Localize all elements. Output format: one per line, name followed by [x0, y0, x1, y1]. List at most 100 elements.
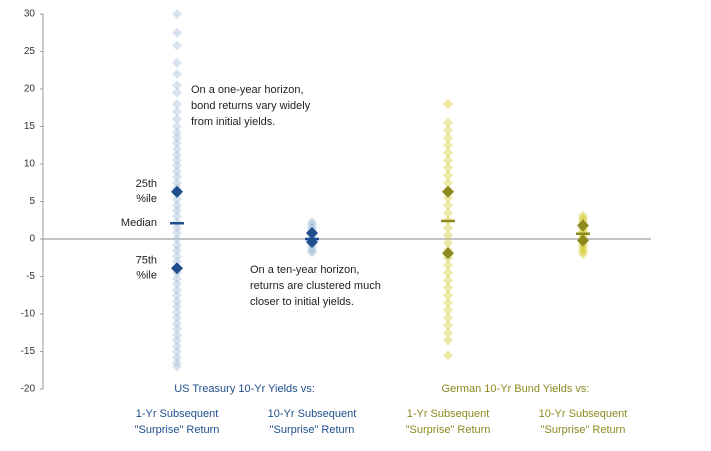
point	[443, 207, 453, 218]
point	[443, 177, 453, 188]
annotation: bond returns vary widely	[191, 100, 311, 112]
point	[172, 211, 182, 222]
point	[172, 171, 182, 182]
point	[172, 155, 182, 166]
percentile-marker	[171, 185, 183, 198]
point	[443, 237, 453, 248]
point	[443, 275, 453, 286]
group-label: German 10-Yr Bund Yields vs:	[442, 383, 590, 395]
percentile-marker	[306, 227, 318, 239]
point	[307, 247, 317, 258]
percentile-marker	[577, 234, 589, 247]
point	[172, 200, 182, 211]
point	[172, 106, 182, 117]
percentile-label: Median	[121, 217, 157, 229]
point	[578, 210, 588, 221]
y-tick-label: -10	[21, 309, 36, 320]
point	[172, 57, 182, 68]
point	[578, 249, 588, 259]
point	[172, 273, 182, 284]
point	[578, 213, 588, 223]
percentile-marker	[442, 185, 454, 198]
point	[443, 222, 453, 233]
point	[172, 160, 182, 171]
point	[443, 320, 453, 331]
category-label: 1-Yr Subsequent	[136, 408, 219, 420]
y-tick-label: 20	[24, 84, 36, 95]
point	[443, 230, 453, 241]
percentile-label: %ile	[136, 270, 157, 282]
point	[443, 132, 453, 143]
point	[172, 99, 182, 109]
point	[172, 40, 182, 51]
point	[307, 243, 317, 254]
point	[172, 69, 182, 79]
point	[307, 221, 317, 232]
y-tick-label: 5	[29, 196, 35, 207]
point	[172, 121, 182, 132]
category-label: 10-Yr Subsequent	[539, 408, 628, 420]
y-tick-label: -20	[21, 384, 36, 395]
annotation: On a ten-year horizon,	[250, 264, 359, 276]
y-tick-label: 0	[29, 234, 35, 245]
category-label: "Surprise" Return	[135, 424, 220, 436]
point	[172, 285, 182, 295]
point	[172, 324, 182, 334]
point	[172, 127, 182, 138]
y-tick-label: 25	[24, 46, 36, 57]
y-tick-label: 10	[24, 159, 36, 170]
point	[307, 246, 317, 256]
point	[172, 228, 182, 238]
point	[443, 260, 453, 271]
point	[443, 155, 453, 166]
point	[172, 114, 182, 124]
point	[172, 335, 182, 346]
point	[172, 132, 182, 143]
point	[443, 162, 453, 173]
point	[172, 251, 182, 262]
point	[443, 327, 453, 338]
category-label: 10-Yr Subsequent	[268, 408, 357, 420]
point	[578, 244, 588, 255]
point	[172, 330, 182, 340]
point	[172, 166, 182, 177]
point	[443, 305, 453, 316]
y-tick-label: -5	[26, 271, 35, 282]
point	[443, 282, 453, 293]
point	[172, 205, 182, 216]
point	[443, 117, 453, 128]
point	[307, 216, 317, 227]
point	[172, 357, 182, 368]
annotation: On a one-year horizon,	[191, 84, 304, 96]
point	[172, 279, 182, 289]
percentile-marker	[442, 247, 454, 260]
point	[172, 138, 182, 148]
category-label: "Surprise" Return	[270, 424, 355, 436]
point	[172, 150, 182, 160]
point	[172, 144, 182, 154]
point	[443, 140, 453, 151]
percentile-label: 75th	[136, 255, 157, 267]
point	[172, 80, 182, 91]
point	[172, 312, 182, 323]
percentile-marker	[171, 262, 183, 275]
point	[172, 290, 182, 301]
point	[443, 290, 453, 301]
point	[172, 234, 182, 244]
point	[172, 296, 182, 307]
annotation: from initial yields.	[191, 116, 275, 128]
annotation: closer to initial yields.	[250, 296, 354, 308]
point	[443, 99, 453, 109]
category-label: "Surprise" Return	[541, 424, 626, 436]
point	[172, 240, 182, 250]
point	[172, 27, 182, 38]
percentile-label: 25th	[136, 178, 157, 190]
point	[307, 219, 317, 229]
point	[172, 9, 182, 19]
point	[172, 307, 182, 318]
y-tick-label: -15	[21, 346, 36, 357]
point	[443, 267, 453, 278]
point	[172, 318, 182, 329]
point	[443, 200, 453, 211]
